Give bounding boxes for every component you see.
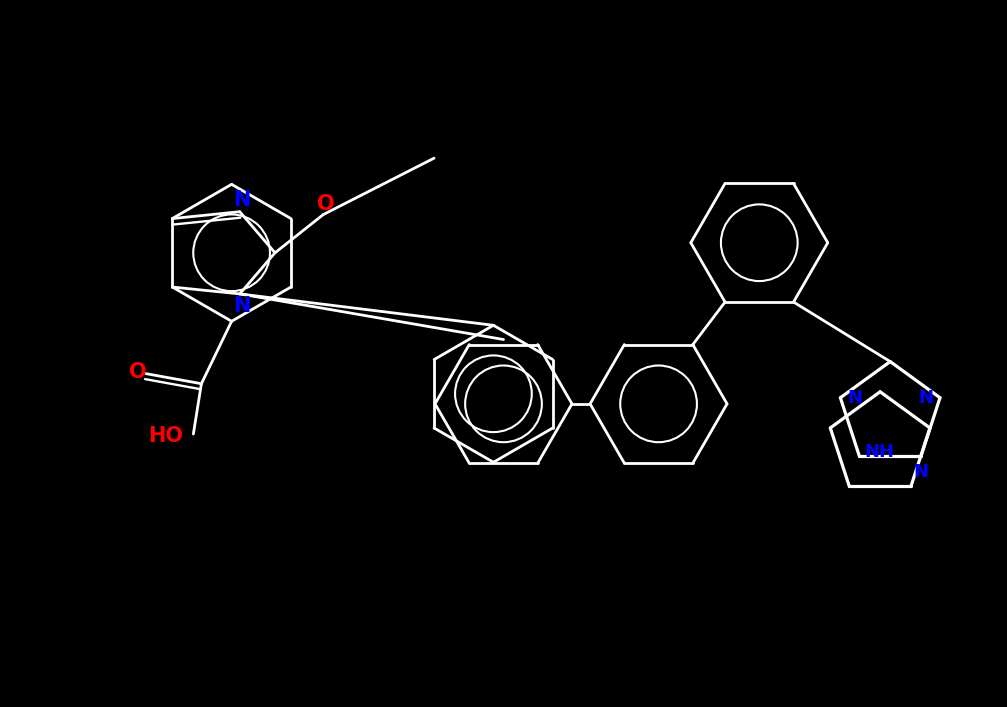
Text: N: N xyxy=(913,463,928,481)
Text: N: N xyxy=(918,389,933,407)
Text: NH: NH xyxy=(865,443,894,461)
Text: N: N xyxy=(847,389,862,407)
Text: O: O xyxy=(316,194,334,214)
Text: O: O xyxy=(129,361,147,382)
Text: N: N xyxy=(233,189,251,209)
Text: N: N xyxy=(233,296,251,316)
Text: HO: HO xyxy=(148,426,182,446)
